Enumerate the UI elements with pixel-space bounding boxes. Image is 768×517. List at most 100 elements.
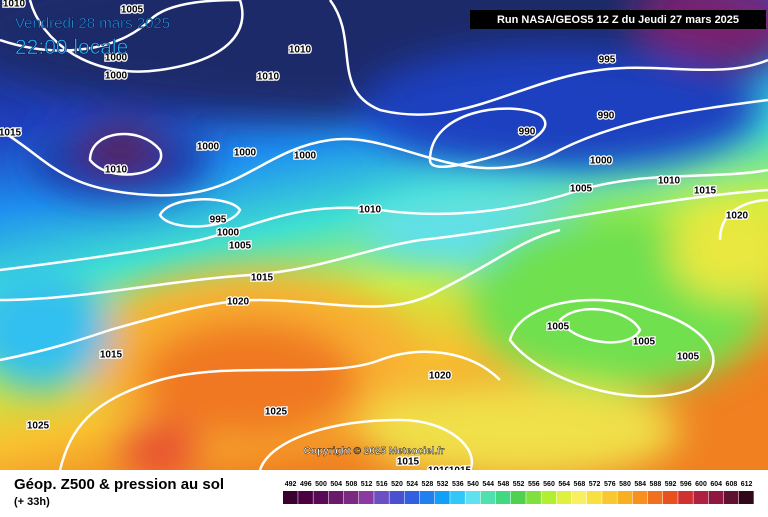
isobar-label: 1010: [658, 176, 681, 187]
scale-label: 612: [741, 481, 753, 488]
isobar-label: 1020: [227, 297, 250, 308]
scale-label: 580: [619, 481, 631, 488]
footer-subtitle: (+ 33h): [14, 496, 50, 508]
scale-label: 560: [543, 481, 555, 488]
isobar-label: 995: [210, 215, 227, 226]
scale-swatch: [739, 491, 754, 504]
scale-label: 592: [665, 481, 677, 488]
field-background: [0, 0, 768, 480]
isobar-label: 1015: [251, 273, 274, 284]
scale-label: 504: [330, 481, 342, 488]
scale-swatch: [465, 491, 481, 504]
scale-swatch: [495, 491, 511, 504]
scale-label: 540: [467, 481, 479, 488]
scale-label: 532: [437, 481, 449, 488]
scale-swatch: [328, 491, 344, 504]
scale-swatch: [602, 491, 617, 504]
scale-swatch: [617, 491, 633, 504]
scale-label: 600: [695, 481, 707, 488]
scale-swatch: [587, 491, 602, 504]
scale-swatch: [511, 491, 526, 504]
footer-title: Géop. Z500 & pression au sol: [14, 476, 224, 493]
isobar-label: 1000: [217, 228, 240, 239]
scale-swatch: [343, 491, 359, 504]
isobar-label: 1010: [257, 72, 280, 83]
isobar-label: 1010: [3, 0, 26, 10]
run-info: Run NASA/GEOS5 12 Z du Jeudi 27 mars 202…: [497, 14, 739, 26]
scale-swatch: [571, 491, 587, 504]
scale-swatch: [663, 491, 678, 504]
isobar-label: 1015: [694, 186, 717, 197]
isobar-label: 1000: [105, 53, 128, 64]
copyright: Copyright © 2025 Meteociel.fr: [304, 446, 445, 457]
isobar-label: 1025: [27, 421, 50, 432]
forecast-time: 22:00 locale: [15, 36, 128, 59]
isobar-label: 1005: [229, 241, 252, 252]
isobar-label: 1015: [100, 350, 123, 361]
scale-label: 548: [498, 481, 510, 488]
isobar-label: 1010: [359, 205, 382, 216]
isobar-label: 1000: [590, 156, 613, 167]
scale-swatch: [374, 491, 389, 504]
isobar-label: 990: [598, 111, 615, 122]
scale-swatch: [313, 491, 329, 504]
isobar-label: 1025: [265, 407, 288, 418]
scale-label: 576: [604, 481, 616, 488]
scale-label: 524: [406, 481, 418, 488]
scale-label: 588: [650, 481, 662, 488]
isobar-label: 1000: [294, 151, 317, 162]
color-scale: 492 496 500 504 508 512 516 520 524 528 532 536 540 5…: [283, 481, 754, 504]
scale-label: 496: [300, 481, 312, 488]
scale-swatch: [556, 491, 572, 504]
isobar-label: 1000: [105, 71, 128, 82]
scale-label: 544: [482, 481, 494, 488]
scale-swatch: [480, 491, 496, 504]
scale-swatch: [450, 491, 465, 504]
scale-swatch: [708, 491, 724, 504]
isobar-label: 1005: [547, 322, 570, 333]
scale-label: 536: [452, 481, 464, 488]
scale-label: 552: [513, 481, 525, 488]
isobar-label: 1005: [570, 184, 593, 195]
scale-label: 596: [680, 481, 692, 488]
isobar-label: 1015: [0, 128, 22, 139]
scale-label: 500: [315, 481, 327, 488]
scale-swatch: [389, 491, 405, 504]
isobar-label: 1005: [633, 337, 656, 348]
scale-swatch: [541, 491, 557, 504]
isobar-label: 1000: [197, 142, 220, 153]
isobar-label: 1000: [234, 148, 257, 159]
isobar-label: 1020: [726, 211, 749, 222]
scale-label: 564: [558, 481, 570, 488]
scale-swatch: [419, 491, 435, 504]
scale-swatch: [404, 491, 420, 504]
scale-label: 572: [589, 481, 601, 488]
scale-label: 520: [391, 481, 403, 488]
scale-label: 528: [422, 481, 434, 488]
isobar-label: 1010: [289, 45, 312, 56]
scale-label: 604: [710, 481, 722, 488]
scale-label: 608: [726, 481, 738, 488]
isobars: [0, 0, 768, 470]
scale-label: 568: [574, 481, 586, 488]
isobar-label: 990: [519, 127, 536, 138]
isobar-label: 995: [599, 55, 616, 66]
scale-swatch: [526, 491, 541, 504]
isobar-label: 1005: [121, 5, 144, 16]
scale-swatch: [632, 491, 648, 504]
isobar-label: 1020: [429, 371, 452, 382]
scale-label: 492: [285, 481, 297, 488]
isobar-label: 1015: [397, 457, 420, 468]
scale-label: 556: [528, 481, 540, 488]
isobar-label: 1010: [105, 165, 128, 176]
scale-swatch: [298, 491, 313, 504]
scale-label: 512: [361, 481, 373, 488]
forecast-date: Vendredi 28 mars 2025: [15, 15, 170, 32]
scale-swatch: [723, 491, 739, 504]
run-banner: [470, 10, 766, 29]
scale-label: 516: [376, 481, 388, 488]
scale-swatch: [283, 491, 298, 504]
scale-swatch: [435, 491, 450, 504]
isobar-label: 1005: [677, 352, 700, 363]
